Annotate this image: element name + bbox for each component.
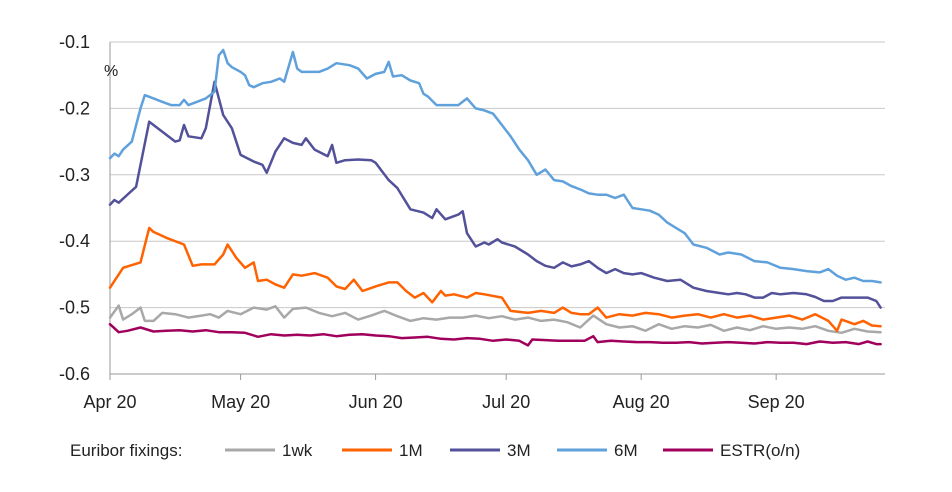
y-tick-label: -0.6 — [59, 364, 90, 384]
x-tick-label: Jul 20 — [482, 392, 530, 412]
y-tick-label: -0.3 — [59, 165, 90, 185]
y-tick-label: -0.2 — [59, 98, 90, 118]
legend: Euribor fixings: 1wk 1M 3M 6M ESTR(o/n) — [70, 441, 800, 460]
y-unit-label: % — [104, 63, 118, 80]
series-line-estr — [108, 322, 882, 347]
x-tick-label: Jun 20 — [349, 392, 403, 412]
series-line-1wk — [108, 304, 882, 335]
x-tick-label: Sep 20 — [748, 392, 805, 412]
gridlines — [110, 41, 885, 309]
axes — [109, 42, 885, 375]
x-axis-ticks: Apr 20 May 20 Jun 20 Jul 20 Aug 20 Sep 20 — [83, 374, 805, 412]
legend-label-1m: 1M — [399, 441, 423, 460]
series-line-1m — [108, 226, 882, 333]
x-tick-label: May 20 — [211, 392, 270, 412]
series-line-6m — [108, 48, 882, 284]
legend-label-1wk: 1wk — [282, 441, 313, 460]
y-tick-label: -0.1 — [59, 32, 90, 52]
legend-label-6m: 6M — [614, 441, 638, 460]
legend-label-3m: 3M — [507, 441, 531, 460]
x-tick-label: Aug 20 — [613, 392, 670, 412]
legend-title: Euribor fixings: — [70, 441, 182, 460]
x-tick-label: Apr 20 — [83, 392, 136, 412]
legend-label-estr: ESTR(o/n) — [720, 441, 800, 460]
series-line-3m — [108, 80, 882, 309]
y-tick-label: -0.4 — [59, 231, 90, 251]
y-axis-ticks: -0.1 -0.2 -0.3 -0.4 -0.5 -0.6 — [59, 32, 90, 384]
series-lines — [108, 48, 882, 347]
y-tick-label: -0.5 — [59, 298, 90, 318]
